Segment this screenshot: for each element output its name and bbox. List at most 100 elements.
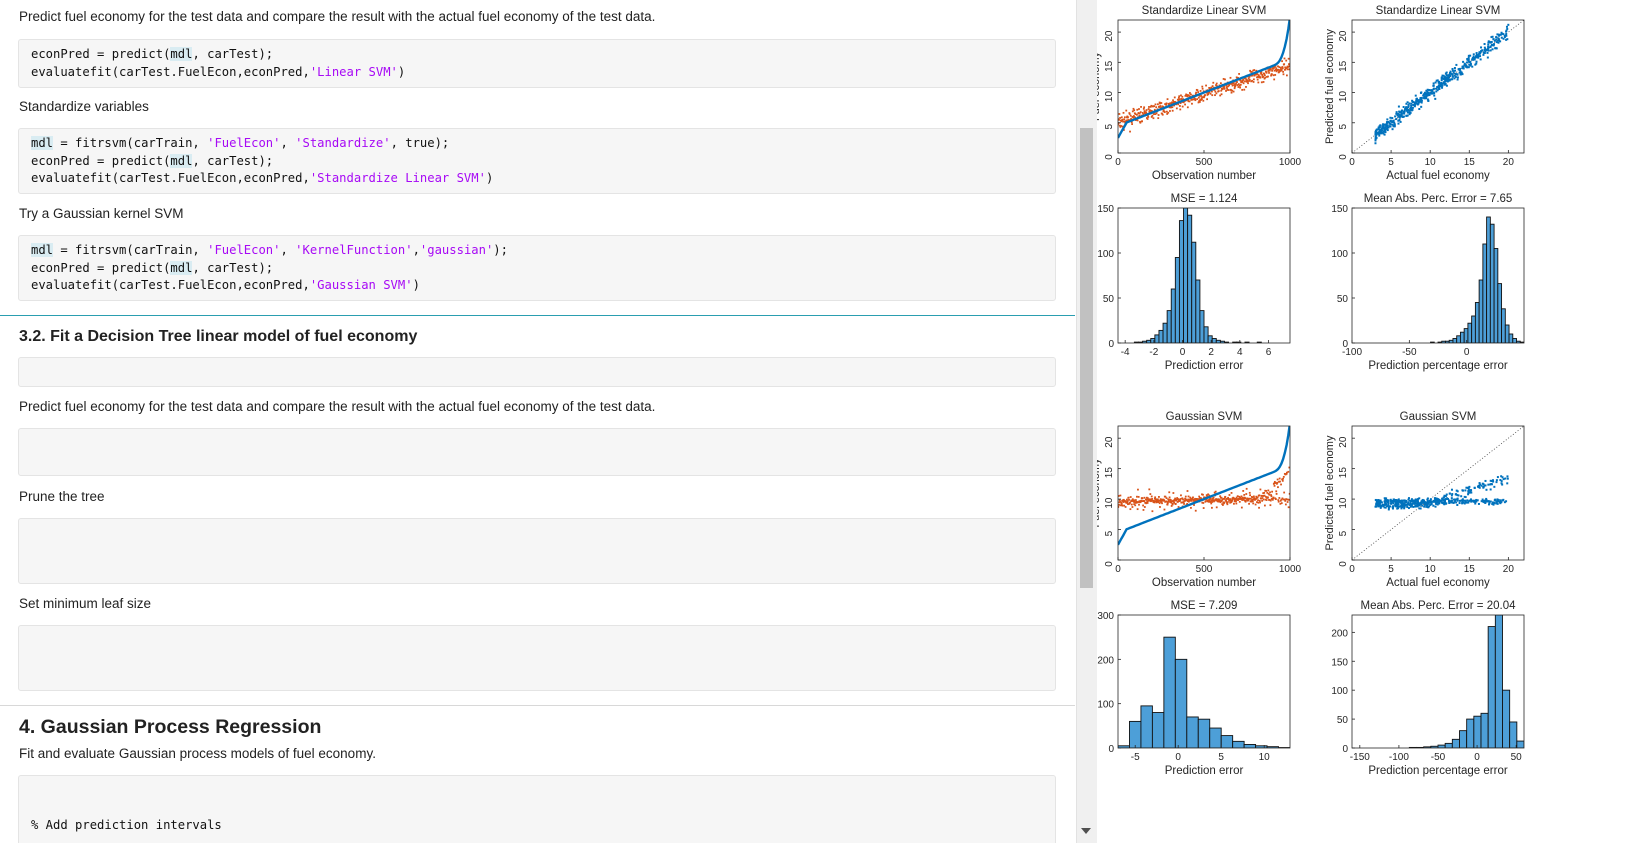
code-line[interactable]: econPred = predict(mdl, carTest); — [31, 46, 1043, 64]
data-point — [1467, 502, 1469, 504]
code-string: 'Gaussian SVM' — [310, 278, 413, 292]
histogram-bar — [1479, 280, 1483, 343]
data-point — [1472, 59, 1474, 61]
vertical-scrollbar[interactable] — [1076, 0, 1097, 843]
data-point — [1172, 492, 1174, 494]
code-line[interactable]: mdl = fitrsvm(carTrain, 'FuelEcon', 'Ker… — [31, 242, 1043, 260]
section-divider — [0, 705, 1075, 706]
data-point — [1143, 509, 1145, 511]
histogram-bar — [1184, 208, 1188, 343]
data-point — [1445, 74, 1447, 76]
data-point — [1239, 501, 1241, 503]
data-point — [1231, 499, 1233, 501]
histogram-bar — [1244, 744, 1255, 748]
histogram-bar — [1502, 309, 1506, 343]
histogram-bar — [1490, 224, 1494, 343]
y-tick-label: 0 — [1338, 561, 1349, 567]
data-point — [1202, 100, 1204, 102]
code-line[interactable]: econPred = predict(mdl, carTest); — [31, 260, 1043, 278]
data-point — [1216, 83, 1218, 85]
data-point — [1195, 99, 1197, 101]
data-point — [1407, 112, 1409, 114]
code-block[interactable] — [18, 357, 1056, 387]
data-point — [1410, 105, 1412, 107]
x-tick-label: 10 — [1259, 752, 1271, 763]
data-point — [1391, 117, 1393, 119]
code-string: 'Standardize' — [295, 136, 390, 150]
data-point — [1497, 503, 1499, 505]
data-point — [1215, 92, 1217, 94]
code-line[interactable]: mdl = fitrsvm(carTrain, 'FuelEcon', 'Sta… — [31, 135, 1043, 153]
data-point — [1390, 500, 1392, 502]
code-line[interactable] — [31, 782, 1043, 800]
data-point — [1395, 118, 1397, 120]
x-tick-label: 0 — [1349, 157, 1355, 168]
code-line[interactable]: evaluatefit(carTest.FuelEcon,econPred,'L… — [31, 64, 1043, 82]
data-point — [1140, 106, 1142, 108]
data-point — [1502, 499, 1504, 501]
data-point — [1453, 501, 1455, 503]
data-point — [1496, 47, 1498, 49]
data-point — [1452, 70, 1454, 72]
data-point — [1233, 503, 1235, 505]
chart-data-layer — [1431, 217, 1524, 343]
data-point — [1148, 106, 1150, 108]
data-point — [1191, 103, 1193, 105]
code-token: , true); — [391, 136, 450, 150]
data-point — [1260, 77, 1262, 79]
data-point — [1169, 496, 1171, 498]
x-axis-label: Actual fuel economy — [1386, 577, 1490, 589]
data-point — [1387, 121, 1389, 123]
data-point — [1439, 500, 1441, 502]
data-point — [1179, 105, 1181, 107]
data-point — [1427, 497, 1429, 499]
histogram-bar — [1464, 329, 1468, 343]
y-axis-label: Fuel economy — [1097, 51, 1102, 121]
code-line[interactable] — [31, 800, 1043, 818]
data-point — [1146, 499, 1148, 501]
code-line[interactable]: evaluatefit(carTest.FuelEcon,econPred,'S… — [31, 170, 1043, 188]
x-tick-label: 0 — [1115, 564, 1121, 575]
data-point — [1492, 48, 1494, 50]
data-point — [1211, 94, 1213, 96]
code-block[interactable]: econPred = predict(mdl, carTest);evaluat… — [18, 39, 1056, 88]
code-block[interactable]: % Add prediction intervals — [18, 775, 1056, 843]
code-block[interactable] — [18, 428, 1056, 476]
code-block[interactable]: mdl = fitrsvm(carTrain, 'FuelEcon', 'Sta… — [18, 128, 1056, 194]
x-tick-label: 0 — [1175, 752, 1181, 763]
data-point — [1275, 490, 1277, 492]
data-point — [1435, 506, 1437, 508]
data-point — [1438, 81, 1440, 83]
data-point — [1277, 69, 1279, 71]
data-point — [1506, 475, 1508, 477]
code-block[interactable] — [18, 518, 1056, 584]
data-point — [1501, 484, 1503, 486]
code-line[interactable]: evaluatefit(carTest.FuelEcon,econPred,'G… — [31, 277, 1043, 295]
data-point — [1490, 488, 1492, 490]
data-point — [1253, 69, 1255, 71]
code-block[interactable]: mdl = fitrsvm(carTrain, 'FuelEcon', 'Ker… — [18, 235, 1056, 301]
y-tick-label: 0 — [1108, 339, 1114, 350]
scrollbar-thumb[interactable] — [1080, 128, 1093, 588]
data-point — [1281, 60, 1283, 62]
data-point — [1188, 496, 1190, 498]
data-point — [1196, 98, 1198, 100]
data-point — [1224, 496, 1226, 498]
scroll-down-arrow-icon[interactable] — [1081, 828, 1091, 834]
data-point — [1129, 131, 1131, 133]
data-point — [1505, 35, 1507, 37]
code-line[interactable]: % Add prediction intervals — [31, 817, 1043, 835]
code-token: econPred = predict( — [31, 261, 170, 275]
code-block[interactable] — [18, 625, 1056, 691]
data-point — [1214, 91, 1216, 93]
data-point — [1160, 102, 1162, 104]
data-point — [1166, 497, 1168, 499]
data-point — [1156, 113, 1158, 115]
data-point — [1458, 68, 1460, 70]
histogram-bar — [1460, 332, 1464, 343]
data-point — [1153, 117, 1155, 119]
code-line[interactable]: econPred = predict(mdl, carTest); — [31, 153, 1043, 171]
data-point — [1137, 508, 1139, 510]
data-point — [1221, 497, 1223, 499]
